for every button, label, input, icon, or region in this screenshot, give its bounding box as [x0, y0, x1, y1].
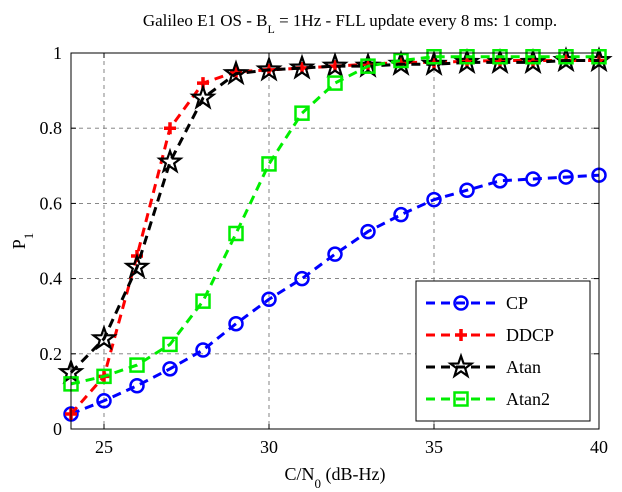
data-point	[453, 48, 481, 75]
data-point	[222, 59, 250, 86]
data-point	[162, 336, 178, 353]
data-point	[492, 173, 508, 189]
legend-label: Atan2	[506, 389, 550, 409]
data-point	[129, 378, 145, 394]
y-tick-label: 0.2	[40, 344, 63, 364]
data-point	[486, 48, 514, 75]
legend-label: Atan	[506, 357, 541, 377]
data-point	[195, 293, 211, 309]
x-tick-label: 40	[590, 437, 608, 457]
legend-item: Atan2	[426, 389, 550, 409]
data-point	[195, 342, 211, 358]
y-tick-label: 0.6	[40, 193, 63, 213]
data-point	[228, 315, 244, 332]
data-point	[525, 49, 541, 65]
legend-marker	[447, 352, 475, 379]
x-tick-label: 30	[260, 437, 278, 457]
series-atan	[57, 46, 613, 385]
legend-marker	[453, 295, 469, 311]
data-point	[255, 55, 283, 82]
data-point	[129, 357, 145, 373]
data-point	[156, 147, 184, 174]
series-ddcp	[65, 54, 605, 420]
data-point	[558, 169, 574, 185]
data-point	[492, 49, 508, 65]
data-point	[96, 368, 112, 385]
legend-label: DDCP	[506, 325, 554, 345]
legend-item: DDCP	[426, 325, 554, 345]
data-point	[327, 246, 343, 262]
series-atan2	[63, 49, 607, 392]
x-tick-label: 25	[95, 437, 113, 457]
data-point	[123, 252, 151, 279]
data-point	[354, 51, 382, 78]
data-point	[261, 291, 277, 308]
series-line	[70, 173, 600, 416]
data-point	[327, 75, 343, 91]
data-point	[360, 223, 376, 240]
data-point	[288, 53, 316, 80]
data-point	[164, 122, 176, 135]
legend-label: CP	[506, 293, 528, 313]
data-point	[426, 49, 442, 65]
data-point	[321, 51, 349, 78]
data-point	[189, 83, 217, 110]
plot-frame	[70, 52, 600, 430]
y-tick-label: 1	[53, 43, 62, 63]
data-point	[96, 393, 112, 409]
data-point	[558, 49, 574, 65]
data-point	[261, 156, 277, 172]
legend-item: Atan	[426, 352, 541, 379]
legend-marker	[453, 391, 469, 407]
data-point	[459, 182, 475, 198]
data-point	[360, 58, 376, 74]
data-point	[294, 105, 310, 121]
data-point	[459, 49, 475, 65]
y-tick-label: 0.8	[40, 118, 63, 138]
series-layer	[57, 46, 613, 422]
data-point	[525, 171, 541, 187]
data-point	[90, 324, 118, 351]
legend-marker	[455, 329, 467, 341]
data-point	[426, 191, 442, 208]
data-point	[228, 225, 244, 242]
data-point	[393, 52, 409, 69]
x-axis-label: C/N0 (dB-Hz)	[285, 464, 386, 491]
y-axis-label: P1	[9, 233, 36, 250]
data-point	[393, 206, 409, 223]
chart-title: Galileo E1 OS - BL = 1Hz - FLL update ev…	[143, 11, 557, 36]
data-point	[162, 361, 178, 377]
data-point	[294, 270, 310, 287]
y-tick-label: 0	[53, 419, 62, 439]
legend-item: CP	[426, 293, 528, 313]
x-tick-label: 35	[425, 437, 443, 457]
legend: CP DDCP Atan Atan2	[415, 280, 591, 422]
data-point	[420, 49, 448, 76]
axis-ticks: 25 30 35 40 0 0.2 0.4 0.6 0.8 1	[40, 43, 609, 457]
y-tick-label: 0.4	[40, 269, 63, 289]
series-line	[70, 55, 599, 386]
data-point	[519, 48, 547, 75]
series-line	[69, 59, 599, 374]
